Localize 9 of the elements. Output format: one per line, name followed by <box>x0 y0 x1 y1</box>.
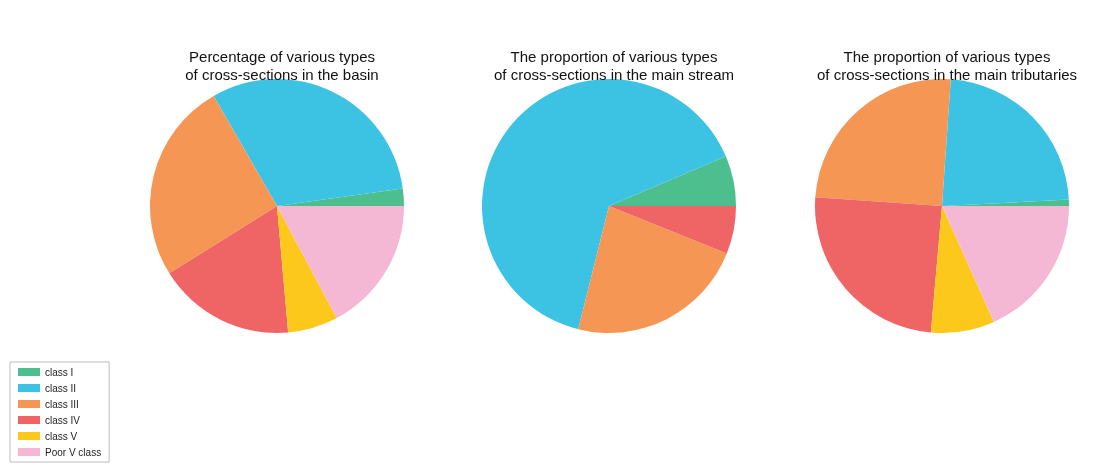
legend-label: Poor V class <box>45 446 102 458</box>
legend-label: class IV <box>45 414 81 426</box>
chart-title: The proportion of various types of cross-sections in the main tributaries <box>816 47 1078 83</box>
chart-title: Percentage of various types of cross-sections in the basin <box>185 47 379 83</box>
chart-title: The proportion of various types of cross-sections in the main stream <box>493 47 735 83</box>
legend-label: class V <box>45 430 78 442</box>
legend-label: class III <box>45 398 79 410</box>
legend-label: class I <box>45 366 74 378</box>
legend-label: class II <box>45 382 77 394</box>
